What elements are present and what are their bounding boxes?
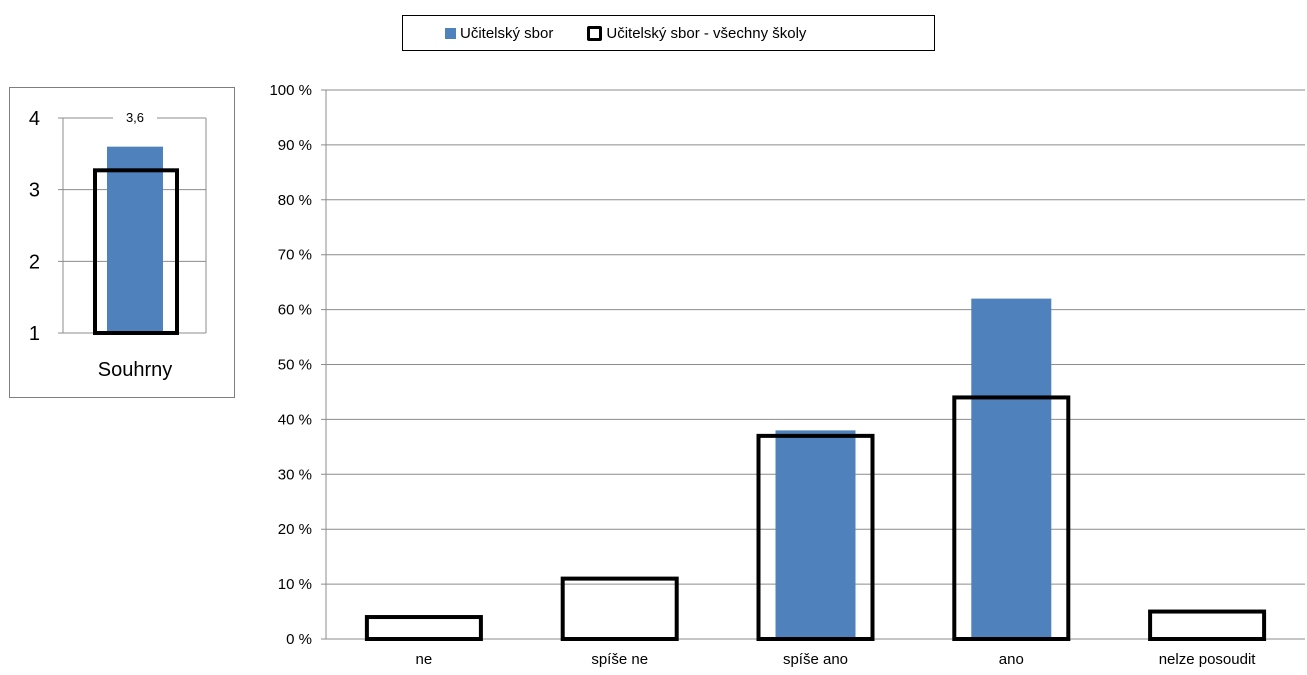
y-tick-label: 30 % [278, 466, 312, 483]
legend-entry-series-b: Učitelský sbor - všechny školy [587, 25, 806, 42]
bar-outline-1 [560, 576, 679, 641]
summary-y-tick-label: 4 [29, 108, 40, 130]
bar-outline-2 [756, 433, 875, 641]
summary-bar-filled [107, 146, 163, 333]
legend-label-series-b: Učitelský sbor - všechny školy [606, 24, 807, 42]
legend-entry-series-a: Učitelský sbor [445, 25, 553, 42]
y-tick-label: 50 % [278, 357, 312, 374]
summary-data-label-bg [113, 107, 157, 127]
summary-bar-outline [93, 168, 179, 335]
summary-y-tick-label: 3 [29, 180, 40, 202]
x-category-label: spíše ne [591, 651, 648, 668]
y-tick-label: 20 % [278, 521, 312, 538]
summary-category-label: Souhrny [98, 359, 173, 381]
y-tick-label: 40 % [278, 411, 312, 428]
legend-swatch-outline [587, 25, 603, 41]
bar-outline-4 [1148, 609, 1267, 641]
y-tick-label: 90 % [278, 137, 312, 154]
y-tick-label: 80 % [278, 192, 312, 209]
bar-filled-3 [971, 298, 1052, 639]
bar-outline-0 [364, 615, 483, 641]
y-tick-label: 10 % [278, 576, 312, 593]
y-tick-label: 100 % [269, 82, 312, 99]
legend-swatch-filled [445, 27, 456, 39]
bar-filled-2 [775, 430, 856, 639]
summary-y-tick-label: 2 [29, 251, 40, 273]
y-tick-label: 0 % [286, 631, 312, 648]
x-category-label: ano [999, 651, 1024, 668]
summary-data-label: 3,6 [126, 110, 144, 125]
summary-y-tick-label: 1 [29, 323, 40, 345]
y-tick-label: 70 % [278, 247, 312, 264]
x-category-label: ne [416, 651, 433, 668]
chart-legend: Učitelský sbor Učitelský sbor - všechny … [402, 15, 935, 51]
y-tick-label: 60 % [278, 302, 312, 319]
legend-label-series-a: Učitelský sbor [460, 24, 554, 42]
x-category-label: spíše ano [783, 651, 848, 668]
bar-outline-3 [952, 395, 1071, 641]
x-category-label: nelze posoudit [1159, 651, 1257, 668]
